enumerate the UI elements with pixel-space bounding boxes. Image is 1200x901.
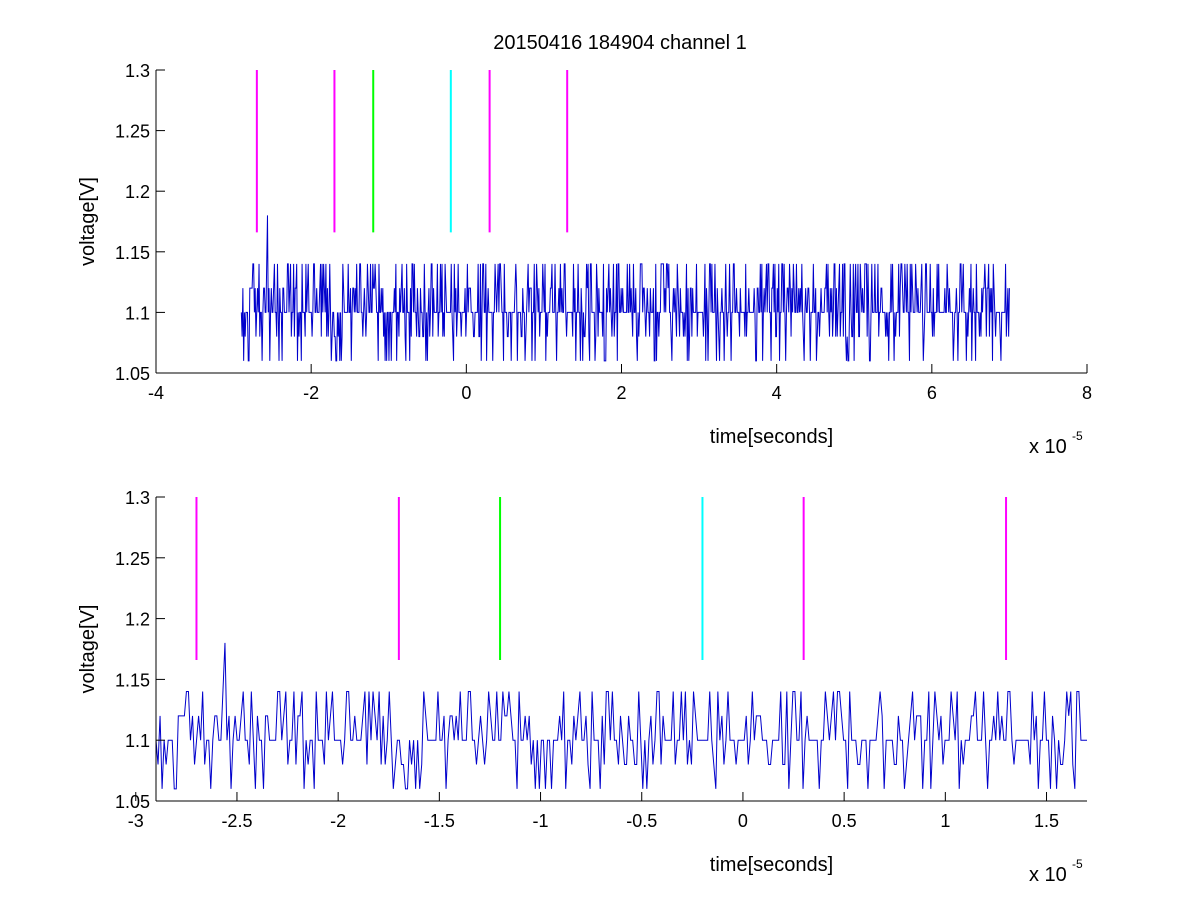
x-tick-label: -1 [533,811,549,831]
y-tick-label: 1.1 [125,731,150,751]
y-tick-label: 1.15 [115,243,150,263]
y-tick-label: 1.25 [115,549,150,569]
y-tick-label: 1.15 [115,670,150,690]
x-tick-label: 2 [616,383,626,403]
y-tick-label: 1.3 [125,488,150,508]
y-tick-label: 1.1 [125,303,150,323]
bottom-axes: -3 -2.5 -2 -1.5 -1 -0.5 0 0.5 1 1.5 1.05 1.1 1.15 1.2… [77,488,1087,886]
x-tick-label: -0.5 [626,811,657,831]
x-tick-label: -4 [148,383,164,403]
x-tick-label: 0 [461,383,471,403]
x-tick-label: -1.5 [424,811,455,831]
x-axis-label: time[seconds] [710,854,833,876]
x-tick-label: 1 [940,811,950,831]
x-exponent-label: x 10 [1029,436,1067,458]
y-tick-label: 1.25 [115,122,150,142]
y-tick-label: 1.3 [125,61,150,81]
x-tick-label: -2 [303,383,319,403]
x-tick-label: 0.5 [832,811,857,831]
signal-series-line [156,642,1087,790]
y-tick-label: 1.2 [125,182,150,202]
x-tick-label: 1.5 [1034,811,1059,831]
top-axes: -4 -2 0 2 4 6 8 1.05 1.1 1.15 1.2 1.25 1.3 time[secon… [77,61,1092,458]
figure-title: 20150416 184904 channel 1 [493,32,747,54]
x-tick-label: 0 [738,811,748,831]
x-tick-label: -3 [128,811,144,831]
x-exponent-superscript: -5 [1072,429,1083,443]
x-tick-label: -2.5 [221,811,252,831]
y-tick-label: 1.2 [125,610,150,630]
x-exponent-superscript: -5 [1072,857,1083,871]
x-exponent-label: x 10 [1029,864,1067,886]
y-tick-label: 1.05 [115,364,150,384]
x-tick-label: 8 [1082,383,1092,403]
x-tick-label: 4 [772,383,782,403]
y-tick-label: 1.05 [115,792,150,812]
y-axis-label: voltage[V] [77,177,99,266]
x-tick-label: 6 [927,383,937,403]
x-axis-label: time[seconds] [710,426,833,448]
x-tick-label: -2 [330,811,346,831]
signal-series-line [240,215,1010,362]
y-axis-label: voltage[V] [77,605,99,694]
